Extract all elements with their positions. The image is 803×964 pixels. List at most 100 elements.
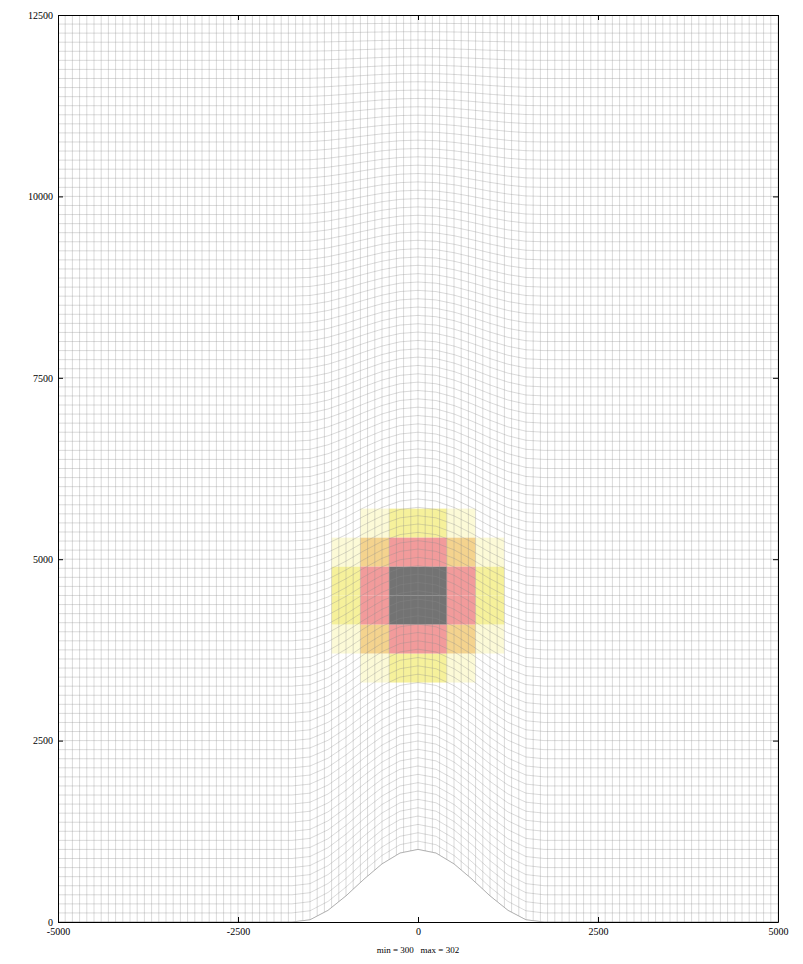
mesh-line (151, 15, 152, 922)
tick-mark (58, 378, 63, 379)
mesh-line (605, 15, 606, 922)
tick-mark (773, 922, 778, 923)
mesh-line (576, 15, 577, 922)
mesh-line (475, 15, 476, 883)
mesh-line (677, 15, 678, 922)
mesh-line (79, 15, 80, 922)
mesh-line (130, 15, 131, 922)
tick-label: 0 (48, 917, 53, 928)
tick-mark (773, 559, 778, 560)
mesh-line (122, 15, 123, 922)
axis-line (59, 922, 779, 923)
tick-label: 0 (416, 926, 421, 937)
mesh-line (742, 15, 743, 922)
tick-mark (58, 922, 63, 923)
tick-mark (58, 559, 63, 560)
tick-mark (773, 741, 778, 742)
mesh-line (173, 15, 174, 922)
tick-mark (598, 917, 599, 922)
tick-mark (58, 15, 63, 16)
tick (773, 559, 778, 560)
mesh-line (454, 15, 455, 864)
x-axis: -5000-2500025005000 (47, 917, 789, 937)
tick: -2500 (227, 917, 250, 937)
tick (598, 15, 599, 20)
mesh-line (770, 15, 771, 922)
mesh-line (612, 15, 613, 922)
tick (773, 15, 778, 16)
mesh-line (94, 15, 95, 922)
mesh (58, 15, 778, 922)
mesh-line (403, 15, 404, 852)
mesh-line (706, 15, 707, 922)
axis-line (58, 16, 59, 923)
tick (773, 378, 778, 379)
mesh-line (137, 15, 138, 922)
mesh-line (691, 15, 692, 922)
mesh-line (317, 15, 318, 916)
mesh-line (252, 15, 253, 922)
mesh-line (432, 15, 433, 852)
tick-label: 12500 (28, 10, 53, 21)
mesh-line (756, 15, 757, 922)
tick (773, 741, 778, 742)
tick: 0 (416, 917, 421, 937)
tick-mark (418, 917, 419, 922)
tick-mark (238, 917, 239, 922)
mesh-line (461, 15, 462, 870)
mesh-line (194, 15, 195, 922)
mesh-line (504, 15, 505, 907)
mesh-line (598, 15, 599, 922)
tick-mark (773, 378, 778, 379)
mesh-line (482, 15, 483, 889)
mesh-line (418, 15, 419, 849)
mesh-line (353, 15, 354, 889)
mesh-line (302, 15, 303, 921)
caption: min = 300 max = 302 (377, 945, 459, 955)
y-axis-right (773, 16, 779, 923)
mesh-line (518, 15, 519, 916)
mesh-line (569, 15, 570, 922)
terrain-area (58, 849, 778, 922)
mesh-line (187, 15, 188, 922)
tick-label: 7500 (33, 373, 53, 384)
plot-area (58, 15, 778, 922)
tick: 10000 (28, 191, 63, 202)
mesh-line (590, 15, 591, 922)
mesh-line (396, 15, 397, 855)
mesh-line (713, 15, 714, 922)
mesh-line (662, 15, 663, 922)
mesh-line (425, 15, 426, 851)
mesh-line (778, 15, 779, 922)
mesh-line (238, 15, 239, 922)
tick-label: 2500 (33, 735, 53, 746)
tick: 5000 (33, 554, 63, 565)
mesh-line (338, 15, 339, 902)
mesh-line (734, 15, 735, 922)
tick (418, 15, 419, 20)
mesh-line (727, 15, 728, 922)
mesh-line (446, 15, 447, 860)
tick-mark (418, 15, 419, 20)
tick: 7500 (33, 373, 63, 384)
mesh-line (554, 15, 555, 922)
mesh-line (367, 15, 368, 876)
axis-line (778, 16, 779, 923)
mesh-line (547, 15, 548, 922)
x-axis-top (59, 15, 779, 20)
mesh-line (374, 15, 375, 870)
mesh-line (562, 15, 563, 922)
mesh-line (698, 15, 699, 922)
mesh-line (410, 15, 411, 851)
tick: 0 (48, 917, 63, 928)
mesh-line (108, 15, 109, 922)
mesh-line (158, 15, 159, 922)
mesh-line (230, 15, 231, 922)
tick (238, 15, 239, 20)
mesh-line (72, 15, 73, 922)
mesh-line (626, 15, 627, 922)
tick-mark (58, 196, 63, 197)
mesh-line (655, 15, 656, 922)
tick: 2500 (33, 735, 63, 746)
mesh-line (65, 15, 66, 922)
